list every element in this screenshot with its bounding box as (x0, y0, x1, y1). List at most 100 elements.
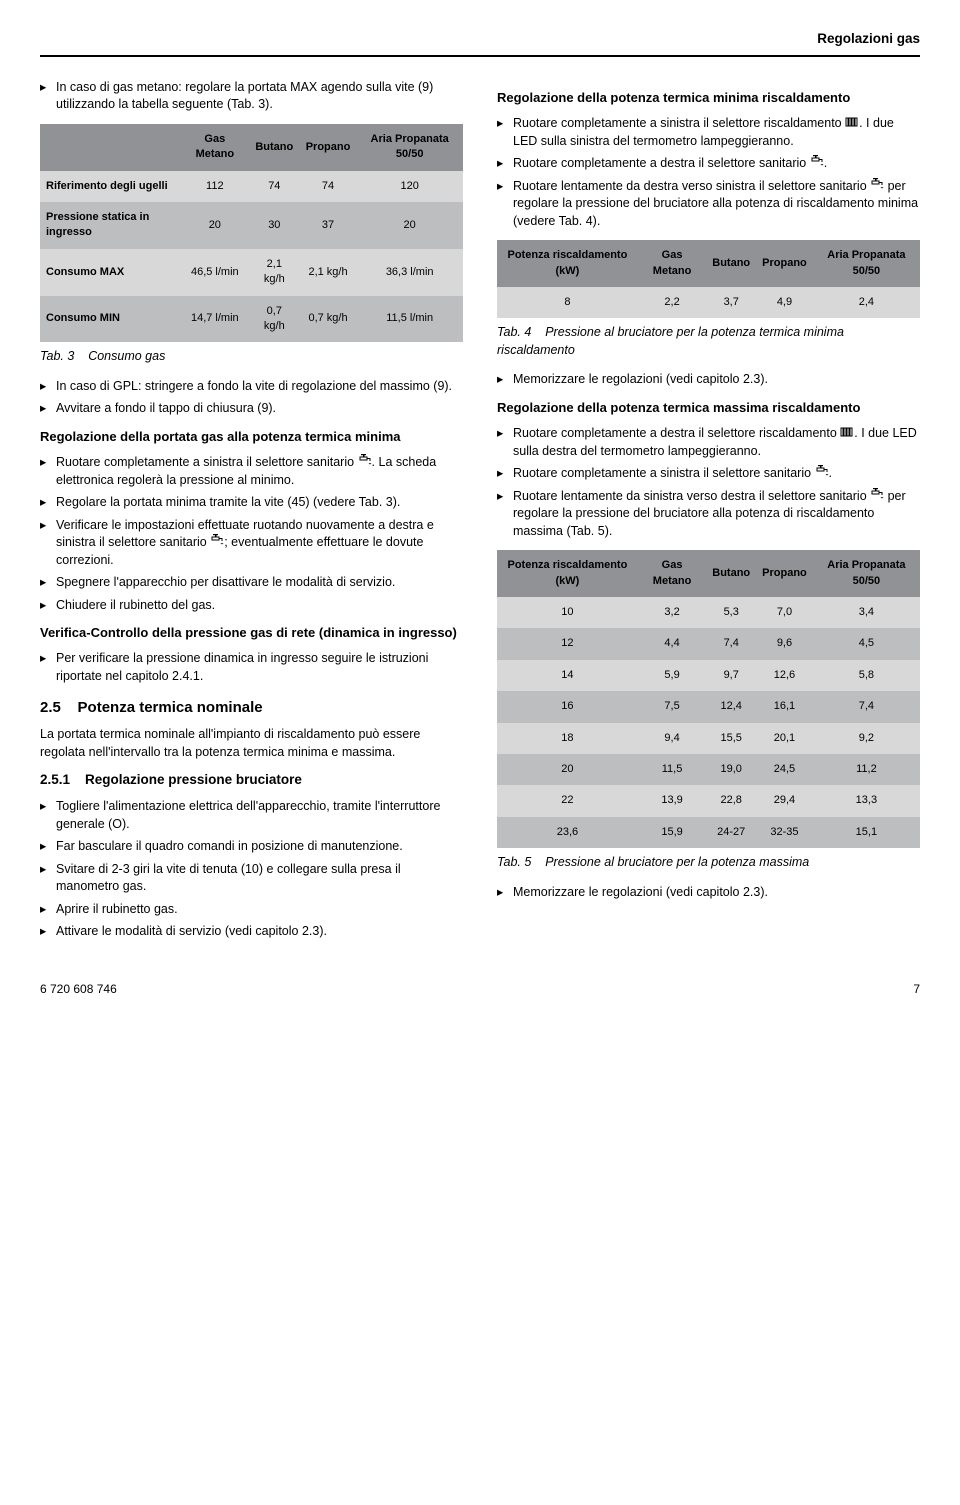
table-cell: 5,8 (813, 660, 920, 691)
table-cell: 16,1 (756, 691, 813, 722)
doc-number: 6 720 608 746 (40, 981, 117, 998)
table-cell: 10 (497, 597, 638, 628)
table-row: Consumo MAX46,5 l/min2,1 kg/h2,1 kg/h36,… (40, 249, 463, 296)
table-cell: 0,7 kg/h (249, 296, 300, 343)
table-cell: 19,0 (706, 754, 756, 785)
list-item: Chiudere il rubinetto del gas. (40, 597, 463, 615)
table-header-row: Potenza riscaldamento (kW) Gas Metano Bu… (497, 240, 920, 287)
table-body: 103,25,37,03,4124,47,49,64,5145,99,712,6… (497, 597, 920, 848)
tap-icon (810, 155, 824, 173)
table-row: 2213,922,829,413,3 (497, 785, 920, 816)
table-cell: 2,4 (813, 287, 920, 318)
table-cell: 7,4 (813, 691, 920, 722)
right-sub1-list: Ruotare completamente a sinistra il sele… (497, 115, 920, 230)
header-divider (40, 55, 920, 57)
table-cell: 14 (497, 660, 638, 691)
sub2-list: Per verificare la pressione dinamica in … (40, 650, 463, 685)
tap-icon (870, 488, 884, 506)
th: Potenza riscaldamento (kW) (497, 240, 638, 287)
table-header-row: Gas Metano Butano Propano Aria Propanata… (40, 124, 463, 171)
table-5-caption: Tab. 5 Pressione al bruciatore per la po… (497, 854, 920, 872)
list-item: Avvitare a fondo il tappo di chiusura (9… (40, 400, 463, 418)
list-item: Ruotare completamente a destra il selett… (497, 425, 920, 460)
table-3-caption: Tab. 3 Consumo gas (40, 348, 463, 366)
table-row: Riferimento degli ugelli1127474120 (40, 171, 463, 202)
list-item: In caso di gas metano: regolare la porta… (40, 79, 463, 114)
table-row: 82,23,74,92,4 (497, 287, 920, 318)
table-cell: 4,4 (638, 628, 706, 659)
th: Gas Metano (181, 124, 249, 171)
subsection-heading-verifica: Verifica-Controllo della pressione gas d… (40, 624, 463, 642)
list-item: Ruotare completamente a sinistra il sele… (497, 465, 920, 483)
tap-icon (358, 454, 372, 472)
table-cell: Pressione statica in ingresso (40, 202, 181, 249)
table-cell: 32-35 (756, 817, 813, 848)
th (40, 124, 181, 171)
list-item: Memorizzare le regolazioni (vedi capitol… (497, 884, 920, 902)
list-item: Attivare le modalità di servizio (vedi c… (40, 923, 463, 941)
table-cell: 4,9 (756, 287, 813, 318)
caption-label: Tab. 3 (40, 349, 74, 363)
table-cell: 36,3 l/min (356, 249, 463, 296)
table-cell: 15,5 (706, 723, 756, 754)
table-cell: 22,8 (706, 785, 756, 816)
sub1-list: Ruotare completamente a sinistra il sele… (40, 454, 463, 614)
table-cell: 37 (300, 202, 357, 249)
table-cell: 13,9 (638, 785, 706, 816)
page-footer: 6 720 608 746 7 (40, 951, 920, 998)
table-row: 145,99,712,65,8 (497, 660, 920, 691)
list-item: Ruotare completamente a sinistra il sele… (40, 454, 463, 489)
section-title: Regolazione pressione bruciatore (85, 772, 302, 787)
table-row: 103,25,37,03,4 (497, 597, 920, 628)
table-5-potenza-massima: Potenza riscaldamento (kW) Gas Metano Bu… (497, 550, 920, 848)
table-cell: 5,9 (638, 660, 706, 691)
table-cell: 120 (356, 171, 463, 202)
subsection-heading-massima-risc: Regolazione della potenza termica massim… (497, 399, 920, 417)
table-cell: 22 (497, 785, 638, 816)
table-header-row: Potenza riscaldamento (kW) Gas Metano Bu… (497, 550, 920, 597)
right-sub2-list: Ruotare completamente a destra il selett… (497, 425, 920, 540)
section-2-5-heading: 2.5 Potenza termica nominale (40, 697, 463, 718)
table-cell: 112 (181, 171, 249, 202)
table-cell: 18 (497, 723, 638, 754)
list-item: In caso di GPL: stringere a fondo la vit… (40, 378, 463, 396)
table-cell: 20 (356, 202, 463, 249)
table-cell: 4,5 (813, 628, 920, 659)
table-cell: 13,3 (813, 785, 920, 816)
table-cell: 15,1 (813, 817, 920, 848)
page-number: 7 (913, 981, 920, 998)
caption-text: Pressione al bruciatore per la potenza t… (497, 325, 844, 357)
table-3-consumo-gas: Gas Metano Butano Propano Aria Propanata… (40, 124, 463, 343)
table-cell: Riferimento degli ugelli (40, 171, 181, 202)
list-item: Per verificare la pressione dinamica in … (40, 650, 463, 685)
table-cell: 12 (497, 628, 638, 659)
list-item: Ruotare lentamente da destra verso sinis… (497, 178, 920, 231)
table-cell: 7,5 (638, 691, 706, 722)
table-cell: 16 (497, 691, 638, 722)
page-header: Regolazioni gas (40, 30, 920, 49)
table-cell: Consumo MAX (40, 249, 181, 296)
right-column: Regolazione della potenza termica minima… (497, 79, 920, 951)
table-cell: 12,6 (756, 660, 813, 691)
caption-label: Tab. 5 (497, 855, 531, 869)
th: Butano (706, 240, 756, 287)
table-cell: 9,2 (813, 723, 920, 754)
page-container: Regolazioni gas In caso di gas metano: r… (0, 0, 960, 1018)
th: Propano (756, 550, 813, 597)
two-column-layout: In caso di gas metano: regolare la porta… (40, 79, 920, 951)
after-t5-list: Memorizzare le regolazioni (vedi capitol… (497, 884, 920, 902)
table-row: 189,415,520,19,2 (497, 723, 920, 754)
table-cell: 74 (300, 171, 357, 202)
left-column: In caso di gas metano: regolare la porta… (40, 79, 463, 951)
th: Aria Propanata 50/50 (356, 124, 463, 171)
table-cell: 12,4 (706, 691, 756, 722)
table-body: 82,23,74,92,4 (497, 287, 920, 318)
after-t4-list: Memorizzare le regolazioni (vedi capitol… (497, 371, 920, 389)
th: Gas Metano (638, 240, 706, 287)
table-cell: 20,1 (756, 723, 813, 754)
section-2-5-para: La portata termica nominale all'impianto… (40, 726, 463, 761)
th: Gas Metano (638, 550, 706, 597)
table-cell: 11,5 l/min (356, 296, 463, 343)
after-t3-list: In caso di GPL: stringere a fondo la vit… (40, 378, 463, 418)
table-cell: 14,7 l/min (181, 296, 249, 343)
